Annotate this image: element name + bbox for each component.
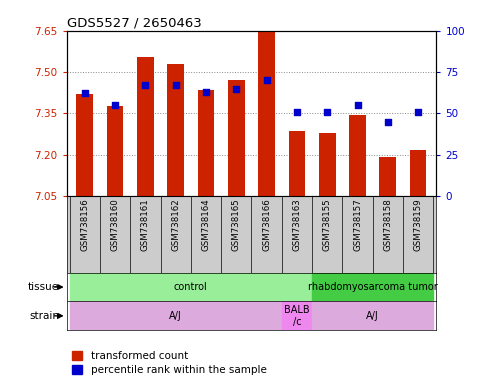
Bar xyxy=(312,273,433,301)
Bar xyxy=(282,196,312,273)
Bar xyxy=(76,94,93,196)
Bar xyxy=(100,196,130,273)
Bar xyxy=(221,196,251,273)
Bar xyxy=(288,131,305,196)
Bar xyxy=(319,132,336,196)
Text: tissue: tissue xyxy=(28,282,59,292)
Bar xyxy=(106,106,123,196)
Text: GSM738157: GSM738157 xyxy=(353,198,362,251)
Point xyxy=(172,82,179,88)
Bar xyxy=(191,196,221,273)
Bar xyxy=(312,196,342,273)
Point xyxy=(353,102,361,108)
Bar xyxy=(373,196,403,273)
Legend: transformed count, percentile rank within the sample: transformed count, percentile rank withi… xyxy=(72,351,266,375)
Bar xyxy=(70,196,100,273)
Point xyxy=(293,109,301,115)
Text: GSM738156: GSM738156 xyxy=(80,198,89,251)
Point xyxy=(81,90,89,96)
Text: GSM738155: GSM738155 xyxy=(323,198,332,251)
Text: control: control xyxy=(174,282,208,292)
Text: rhabdomyosarcoma tumor: rhabdomyosarcoma tumor xyxy=(308,282,437,292)
Text: GSM738166: GSM738166 xyxy=(262,198,271,251)
Text: A/J: A/J xyxy=(366,311,379,321)
Bar xyxy=(403,196,433,273)
Bar xyxy=(380,157,396,196)
Bar xyxy=(410,151,426,196)
Bar xyxy=(251,196,282,273)
Bar xyxy=(167,64,184,196)
Bar xyxy=(198,90,214,196)
Bar xyxy=(342,196,373,273)
Point xyxy=(263,77,271,83)
Point xyxy=(141,82,149,88)
Bar xyxy=(130,196,161,273)
Text: A/J: A/J xyxy=(169,311,182,321)
Point xyxy=(323,109,331,115)
Bar xyxy=(70,273,312,301)
Text: GSM738165: GSM738165 xyxy=(232,198,241,251)
Point xyxy=(232,85,240,91)
Text: BALB
/c: BALB /c xyxy=(284,305,310,327)
Text: GSM738160: GSM738160 xyxy=(110,198,119,251)
Bar xyxy=(161,196,191,273)
Bar xyxy=(137,57,154,196)
Text: GSM738163: GSM738163 xyxy=(292,198,301,251)
Text: GSM738161: GSM738161 xyxy=(141,198,150,251)
Bar xyxy=(312,301,433,330)
Point xyxy=(202,89,210,95)
Point xyxy=(414,109,422,115)
Bar xyxy=(70,301,282,330)
Bar xyxy=(228,80,245,196)
Text: GSM738162: GSM738162 xyxy=(171,198,180,251)
Bar xyxy=(282,301,312,330)
Text: GDS5527 / 2650463: GDS5527 / 2650463 xyxy=(67,17,201,30)
Text: GSM738159: GSM738159 xyxy=(414,198,423,251)
Text: GSM738164: GSM738164 xyxy=(202,198,211,251)
Bar xyxy=(258,31,275,196)
Bar xyxy=(349,115,366,196)
Text: strain: strain xyxy=(29,311,59,321)
Point xyxy=(111,102,119,108)
Text: GSM738158: GSM738158 xyxy=(384,198,392,251)
Point xyxy=(384,118,392,124)
